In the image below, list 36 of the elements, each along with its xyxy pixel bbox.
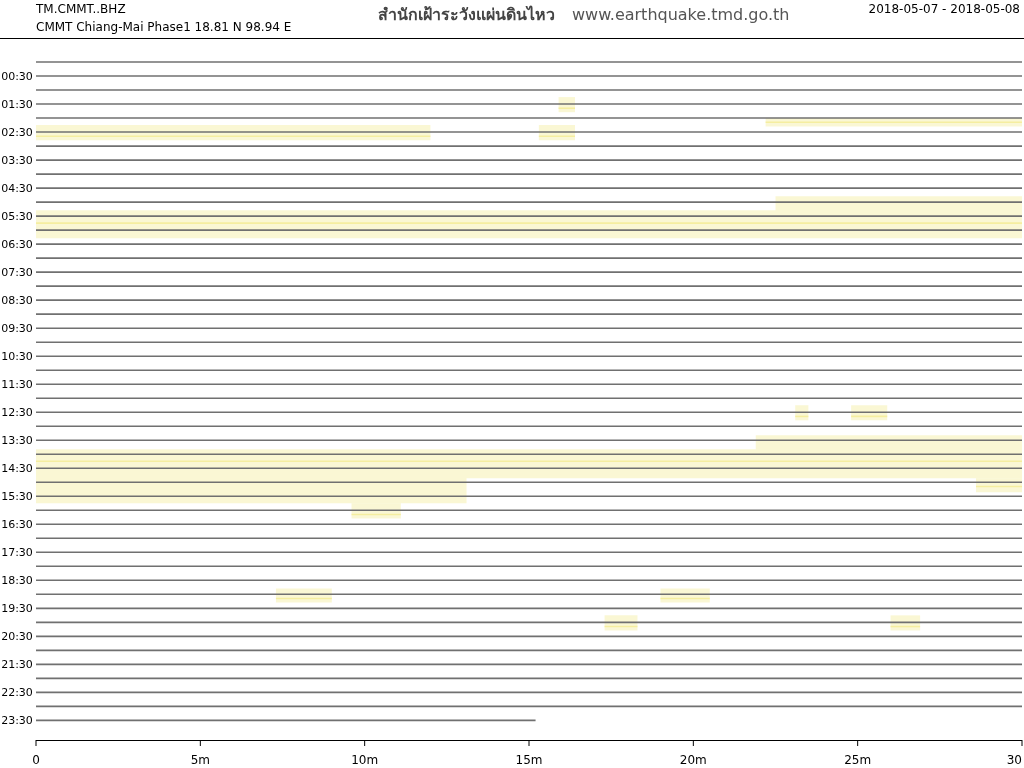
x-tick-label: 30 xyxy=(1006,753,1022,767)
y-tick-label: 02:30 xyxy=(1,126,33,140)
x-tick-label: 0 xyxy=(32,753,40,767)
y-tick-label: 05:30 xyxy=(1,210,33,224)
x-tick-label: 25m xyxy=(844,753,872,767)
y-tick-label: 16:30 xyxy=(1,518,33,532)
x-tick-label: 15m xyxy=(515,753,543,767)
y-tick-label: 22:30 xyxy=(1,686,33,700)
y-tick-label: 12:30 xyxy=(1,406,33,420)
y-tick-label: 00:30 xyxy=(1,70,33,84)
x-tick-label: 5m xyxy=(190,753,210,767)
y-tick-label: 21:30 xyxy=(1,658,33,672)
y-tick-label: 10:30 xyxy=(1,350,33,364)
y-tick-label: 14:30 xyxy=(1,462,33,476)
y-tick-label: 03:30 xyxy=(1,154,33,168)
text: 2018-05-07 - 2018-05-08 xyxy=(868,2,1020,16)
x-tick-label: 20m xyxy=(679,753,707,767)
y-tick-label: 04:30 xyxy=(1,182,33,196)
y-tick-label: 15:30 xyxy=(1,490,33,504)
y-tick-label: 23:30 xyxy=(1,714,33,728)
y-tick-label: 13:30 xyxy=(1,434,33,448)
y-tick-label: 17:30 xyxy=(1,546,33,560)
y-tick-label: 08:30 xyxy=(1,294,33,308)
y-tick-label: 01:30 xyxy=(1,98,33,112)
y-tick-label: 20:30 xyxy=(1,630,33,644)
y-tick-label: 18:30 xyxy=(1,574,33,588)
chart-title: TM.CMMT..BHZ xyxy=(35,2,126,16)
text: สำนักเฝ้าระวังแผ่นดินไหว xyxy=(378,5,555,24)
y-tick-label: 07:30 xyxy=(1,266,33,280)
y-tick-label: 09:30 xyxy=(1,322,33,336)
x-tick-label: 10m xyxy=(351,753,379,767)
chart-subtitle: CMMT Chiang-Mai Phase1 18.81 N 98.94 E xyxy=(36,20,292,34)
text: www.earthquake.tmd.go.th xyxy=(572,5,790,24)
y-tick-label: 11:30 xyxy=(1,378,33,392)
y-tick-label: 19:30 xyxy=(1,602,33,616)
y-tick-label: 06:30 xyxy=(1,238,33,252)
